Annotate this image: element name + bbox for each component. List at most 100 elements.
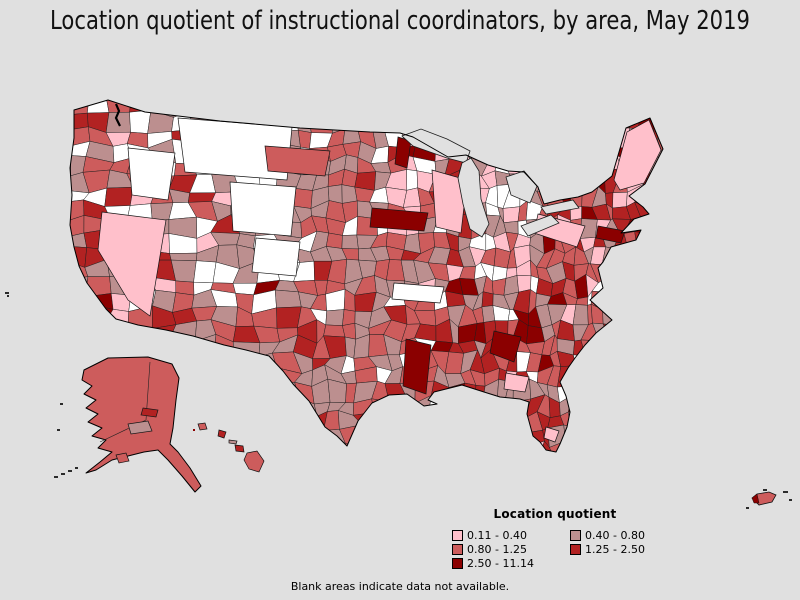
- county-cell: [258, 395, 279, 419]
- county-cell: [637, 400, 654, 415]
- county-cell: [150, 100, 175, 104]
- county-cell: [604, 111, 618, 133]
- county-cell: [128, 100, 154, 104]
- county-cell: [428, 100, 448, 101]
- county-cell: [129, 109, 152, 134]
- county-cell: [252, 417, 281, 434]
- county-cell: [371, 459, 391, 479]
- map-hawaii: [193, 422, 265, 473]
- county-cell: [169, 252, 198, 261]
- county-cell: [412, 100, 435, 113]
- county-cell: [443, 100, 469, 103]
- county-cell: [656, 428, 663, 448]
- lake-michigan: [457, 157, 490, 238]
- county-cell: [497, 396, 509, 415]
- county-cell: [210, 100, 236, 103]
- county-cell: [635, 274, 656, 296]
- county-cell: [670, 79, 681, 104]
- small-islands: [5, 292, 792, 509]
- county-cell: [591, 429, 608, 446]
- county-cell: [537, 156, 552, 179]
- county-cell: [653, 115, 663, 133]
- county-cell: [668, 371, 681, 385]
- county-cell: [466, 100, 476, 103]
- county-cell: [523, 143, 539, 158]
- county-cell: [384, 81, 404, 97]
- county-cell: [45, 396, 66, 419]
- county-cell: [296, 109, 312, 133]
- county-cell: [646, 307, 659, 327]
- county-cell: [628, 394, 644, 412]
- county-cell: [617, 411, 630, 431]
- patch-colorado-nodata: [251, 237, 301, 277]
- county-cell: [540, 455, 554, 474]
- county-cell: [459, 423, 474, 449]
- county-cell: [323, 324, 346, 338]
- county-cell: [558, 123, 574, 147]
- county-cell: [458, 108, 479, 129]
- county-cell: [446, 415, 467, 433]
- county-cell: [575, 441, 588, 452]
- county-cell: [493, 440, 506, 452]
- county-cell: [567, 394, 582, 413]
- county-cell: [568, 87, 586, 98]
- patch-florida-pink-a: [503, 372, 530, 393]
- county-cell: [479, 108, 499, 134]
- county-cell: [538, 128, 554, 148]
- county-cell: [638, 260, 656, 280]
- legend-item-label: 1.25 - 2.50: [585, 543, 645, 556]
- lake-ontario: [540, 199, 580, 215]
- county-cell: [579, 412, 599, 435]
- island-speck: [60, 403, 63, 405]
- county-cell: [659, 400, 663, 417]
- niihau-island: [193, 429, 195, 431]
- county-cell: [581, 125, 596, 147]
- county-cell: [70, 350, 92, 368]
- county-cell: [656, 101, 663, 116]
- legend-item: 0.80 - 1.25: [452, 544, 570, 555]
- county-cell: [651, 456, 665, 479]
- county-cell: [545, 141, 565, 159]
- county-cell: [590, 366, 611, 387]
- county-cell: [63, 457, 89, 472]
- map-title: Location quotient of instructional coord…: [50, 6, 750, 36]
- county-cell: [591, 125, 609, 147]
- county-cell: [564, 454, 577, 478]
- county-cell: [85, 293, 114, 310]
- county-cell: [87, 100, 110, 114]
- county-cell: [653, 101, 663, 119]
- county-cell: [645, 243, 663, 263]
- patch-wisconsin-pink: [431, 169, 468, 234]
- county-cell: [110, 334, 134, 355]
- county-cell: [563, 424, 578, 443]
- county-cell: [341, 234, 359, 250]
- island-speck: [5, 292, 9, 294]
- county-cell: [474, 394, 487, 417]
- county-cell: [212, 382, 237, 400]
- county-cell: [656, 307, 663, 328]
- county-cell: [612, 456, 627, 473]
- county-cell: [474, 385, 486, 401]
- county-cell: [191, 445, 217, 452]
- county-cell: [386, 100, 407, 113]
- legend-item: 0.11 - 0.40: [452, 530, 570, 541]
- county-cell: [70, 140, 72, 162]
- county-cell: [602, 323, 620, 343]
- county-cell: [384, 112, 407, 134]
- county-cell: [338, 83, 362, 100]
- county-cell: [594, 111, 606, 133]
- legend-item-label: 2.50 - 11.14: [467, 557, 534, 570]
- county-cell: [545, 100, 564, 104]
- county-cell: [513, 143, 530, 157]
- county-cell: [70, 100, 71, 104]
- county-cell: [412, 100, 435, 101]
- kodiak-island: [115, 452, 130, 464]
- county-cell: [601, 100, 622, 105]
- county-cell: [594, 154, 605, 180]
- legend-swatch: [570, 544, 581, 555]
- patch-missouri-nodata: [391, 282, 445, 304]
- county-cell: [563, 85, 575, 97]
- county-cell: [669, 250, 686, 263]
- county-cell: [650, 400, 663, 415]
- county-cell: [622, 369, 642, 384]
